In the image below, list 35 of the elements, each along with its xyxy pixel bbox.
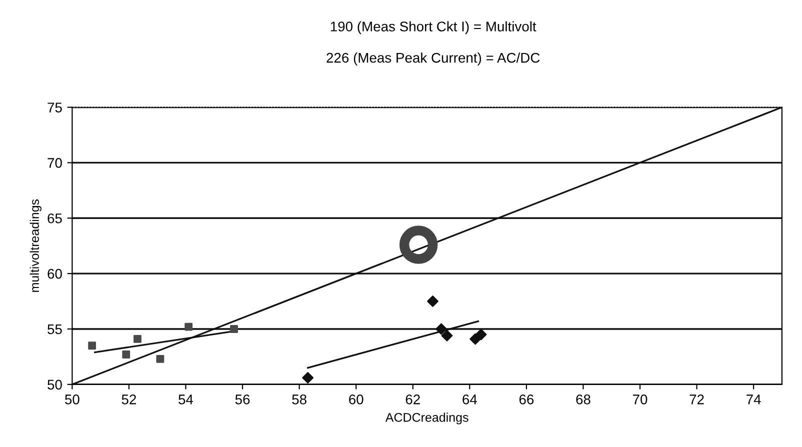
x-tick-label: 62 xyxy=(406,394,420,404)
chart-subtitle: 226 (Meas Peak Current) = AC/DC xyxy=(326,52,540,66)
point xyxy=(441,330,453,342)
y-tick-label: 70 xyxy=(48,158,62,168)
x-axis-title: ACDCreadings xyxy=(385,412,468,424)
point xyxy=(156,354,164,363)
x-tick-label: 58 xyxy=(292,394,306,404)
x-tick-label: 52 xyxy=(122,394,136,404)
y-axis-title: multivoltreadings xyxy=(30,199,42,292)
y-tick-label: 50 xyxy=(48,380,62,390)
point xyxy=(475,328,487,340)
y-tick-label: 65 xyxy=(48,213,62,224)
x-tick-label: 50 xyxy=(65,394,80,404)
x-tick-label: 74 xyxy=(746,394,761,404)
point xyxy=(230,325,238,333)
point xyxy=(436,323,447,335)
x-tick-label: 72 xyxy=(690,394,704,404)
y-tick-label: 60 xyxy=(48,268,62,279)
point xyxy=(184,322,193,331)
x-tick-label: 70 xyxy=(632,394,648,404)
x-tick-label: 54 xyxy=(178,394,194,404)
x-tick-label: 66 xyxy=(519,394,534,404)
x-tick-label: 68 xyxy=(576,394,590,404)
x-tick-label: 60 xyxy=(349,394,364,404)
chart-title: 190 (Meas Short Ckt I) = Multivolt xyxy=(330,21,536,34)
point xyxy=(88,342,96,350)
point xyxy=(302,372,314,384)
y-tick-label: 55 xyxy=(48,324,62,334)
point xyxy=(399,226,438,264)
point xyxy=(122,350,130,358)
point xyxy=(134,335,142,343)
x-tick-label: 64 xyxy=(462,394,477,404)
x-tick-label: 56 xyxy=(235,394,250,404)
point xyxy=(427,296,438,307)
y-tick-label: 75 xyxy=(48,102,62,112)
